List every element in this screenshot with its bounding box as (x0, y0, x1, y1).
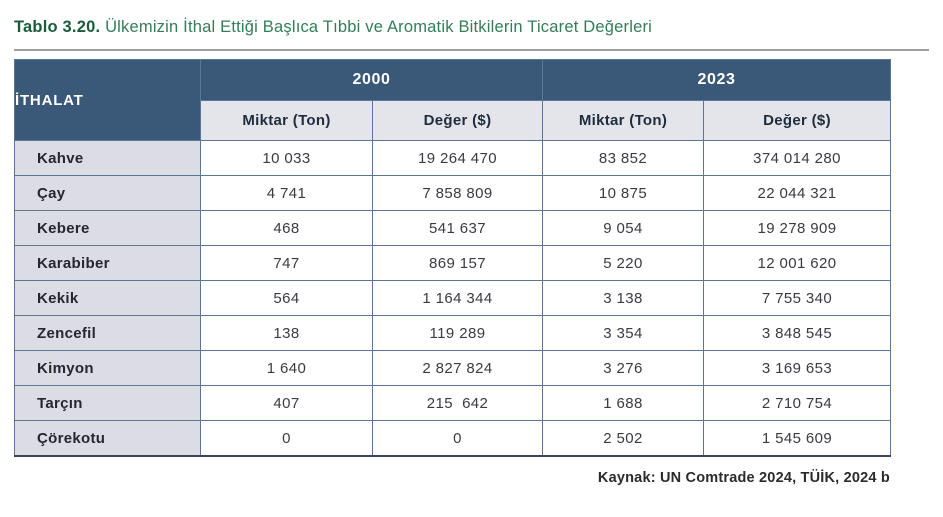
cell-value: 1 640 (200, 350, 373, 386)
cell-value: 0 (200, 420, 373, 457)
cell-value: 10 033 (200, 140, 373, 176)
cell-value: 407 (200, 385, 373, 421)
cell-value: 5 220 (542, 245, 704, 281)
title-divider (14, 49, 929, 51)
table-title: Tablo 3.20. Ülkemizin İthal Ettiği Başlı… (14, 16, 929, 38)
row-label: Kimyon (14, 350, 201, 386)
sub-header-row: Miktar (Ton) Değer ($) Miktar (Ton) Değe… (15, 100, 891, 141)
table-number: Tablo 3.20. (14, 18, 101, 36)
cell-value: 0 (372, 420, 543, 457)
column-header-ithalat: İTHALAT (14, 59, 201, 141)
cell-value: 468 (200, 210, 373, 246)
cell-value: 2 827 824 (372, 350, 543, 386)
table-header: İTHALAT 2000 2023 Miktar (Ton) Değer ($)… (14, 59, 891, 141)
import-trade-table: İTHALAT 2000 2023 Miktar (Ton) Değer ($)… (14, 59, 891, 457)
cell-value: 83 852 (542, 140, 704, 176)
table-body: Kahve 10 033 19 264 470 83 852 374 014 280 Ça… (14, 140, 891, 457)
cell-value: 2 502 (542, 420, 704, 457)
cell-value: 3 169 653 (703, 350, 891, 386)
cell-value: 7 858 809 (372, 175, 543, 211)
source-note: Kaynak: UN Comtrade 2024, TÜİK, 2024 b (597, 470, 890, 486)
table-row: Çay 4 741 7 858 809 10 875 22 044 321 (14, 175, 891, 211)
column-group-2023: 2023 (542, 59, 891, 101)
cell-value: 541 637 (372, 210, 543, 246)
cell-value: 747 (200, 245, 373, 281)
cell-value: 869 157 (372, 245, 543, 281)
cell-value: 3 138 (542, 280, 704, 316)
cell-value: 3 848 545 (703, 315, 891, 351)
cell-value: 215 642 (372, 385, 543, 421)
column-group-2000: 2000 (200, 59, 543, 101)
row-label: Zencefil (14, 315, 201, 351)
cell-value: 138 (200, 315, 373, 351)
row-label: Karabiber (14, 245, 201, 281)
table-row: Kebere 468 541 637 9 054 19 278 909 (14, 210, 891, 246)
table-row: Kekik 564 1 164 344 3 138 7 755 340 (14, 280, 891, 316)
cell-value: 7 755 340 (703, 280, 891, 316)
cell-value: 3 354 (542, 315, 704, 351)
row-label: Kekik (14, 280, 201, 316)
row-label: Kebere (14, 210, 201, 246)
cell-value: 19 278 909 (703, 210, 891, 246)
cell-value: 564 (200, 280, 373, 316)
cell-value: 19 264 470 (372, 140, 543, 176)
cell-value: 3 276 (542, 350, 704, 386)
cell-value: 12 001 620 (703, 245, 891, 281)
column-header-miktar-2000: Miktar (Ton) (200, 100, 373, 141)
cell-value: 2 710 754 (703, 385, 891, 421)
cell-value: 22 044 321 (703, 175, 891, 211)
table-row: Kahve 10 033 19 264 470 83 852 374 014 280 (14, 140, 891, 176)
row-label: Çay (14, 175, 201, 211)
row-label: Tarçın (14, 385, 201, 421)
table-caption: Ülkemizin İthal Ettiği Başlıca Tıbbi ve … (105, 18, 653, 36)
column-header-miktar-2023: Miktar (Ton) (542, 100, 704, 141)
table-row: Çörekotu 0 0 2 502 1 545 609 (14, 420, 891, 457)
row-label: Kahve (14, 140, 201, 176)
cell-value: 1 164 344 (372, 280, 543, 316)
column-header-deger-2000: Değer ($) (372, 100, 543, 141)
table-row: Zencefil 138 119 289 3 354 3 848 545 (14, 315, 891, 351)
cell-value: 9 054 (542, 210, 704, 246)
year-header-row: İTHALAT 2000 2023 (14, 59, 891, 141)
table-row: Tarçın 407 215 642 1 688 2 710 754 (14, 385, 891, 421)
table-row: Karabiber 747 869 157 5 220 12 001 620 (14, 245, 891, 281)
cell-value: 119 289 (372, 315, 543, 351)
column-header-deger-2023: Değer ($) (703, 100, 891, 141)
cell-value: 1 688 (542, 385, 704, 421)
cell-value: 374 014 280 (703, 140, 891, 176)
cell-value: 4 741 (200, 175, 373, 211)
cell-value: 10 875 (542, 175, 704, 211)
table-row: Kimyon 1 640 2 827 824 3 276 3 169 653 (14, 350, 891, 386)
row-label: Çörekotu (14, 420, 201, 457)
cell-value: 1 545 609 (703, 420, 891, 457)
